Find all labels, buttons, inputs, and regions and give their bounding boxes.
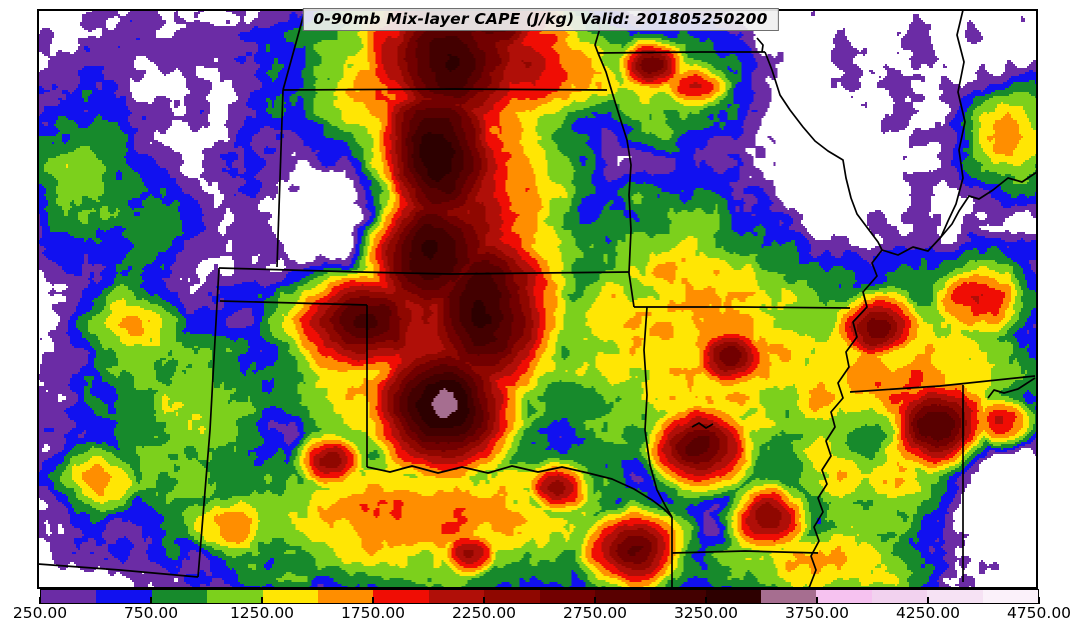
- colorbar-tick: [261, 597, 263, 604]
- colorbar-tick: [372, 597, 374, 604]
- colorbar-segment: [484, 590, 540, 603]
- colorbar-tick-label: 3750.00: [784, 604, 850, 622]
- colorbar-tick: [483, 597, 485, 604]
- colorbar-tick: [1038, 597, 1040, 604]
- colorbar-tick-label: 2750.00: [562, 604, 628, 622]
- colorbar-segment: [41, 590, 97, 603]
- colorbar-segment: [982, 590, 1039, 603]
- colorbar-segment: [705, 590, 762, 603]
- colorbar-tick: [927, 597, 929, 604]
- colorbar-segment: [927, 590, 983, 603]
- colorbar-segment: [428, 590, 485, 603]
- colorbar-tick-label: 1250.00: [229, 604, 295, 622]
- colorbar-tick: [39, 597, 41, 604]
- colorbar-tick-label: 250.00: [12, 604, 68, 622]
- colorbar-tick: [594, 597, 596, 604]
- colorbar-segment: [373, 590, 429, 603]
- colorbar-segment: [207, 590, 263, 603]
- colorbar-segment: [871, 590, 928, 603]
- plot-title: 0-90mb Mix-layer CAPE (J/kg) Valid: 2018…: [302, 8, 779, 31]
- colorbar-tick-label: 4750.00: [1006, 604, 1072, 622]
- colorbar-segment: [650, 590, 706, 603]
- colorbar-tick-label: 4250.00: [895, 604, 961, 622]
- colorbar-segment: [539, 590, 595, 603]
- colorbar-tick-label: 2250.00: [451, 604, 517, 622]
- colorbar-tick: [150, 597, 152, 604]
- colorbar-tick-label: 750.00: [123, 604, 179, 622]
- colorbar-segment: [151, 590, 208, 603]
- colorbar: [40, 589, 1039, 604]
- colorbar-segment: [594, 590, 651, 603]
- colorbar-segment: [317, 590, 374, 603]
- colorbar-segment: [262, 590, 318, 603]
- colorbar-tick-label: 1750.00: [340, 604, 406, 622]
- colorbar-tick-label: 3250.00: [673, 604, 739, 622]
- colorbar-tick: [705, 597, 707, 604]
- colorbar-segment: [96, 590, 152, 603]
- cape-contour-field: [38, 10, 1037, 588]
- colorbar-tick: [816, 597, 818, 604]
- colorbar-segment: [816, 590, 872, 603]
- colorbar-segment: [761, 590, 817, 603]
